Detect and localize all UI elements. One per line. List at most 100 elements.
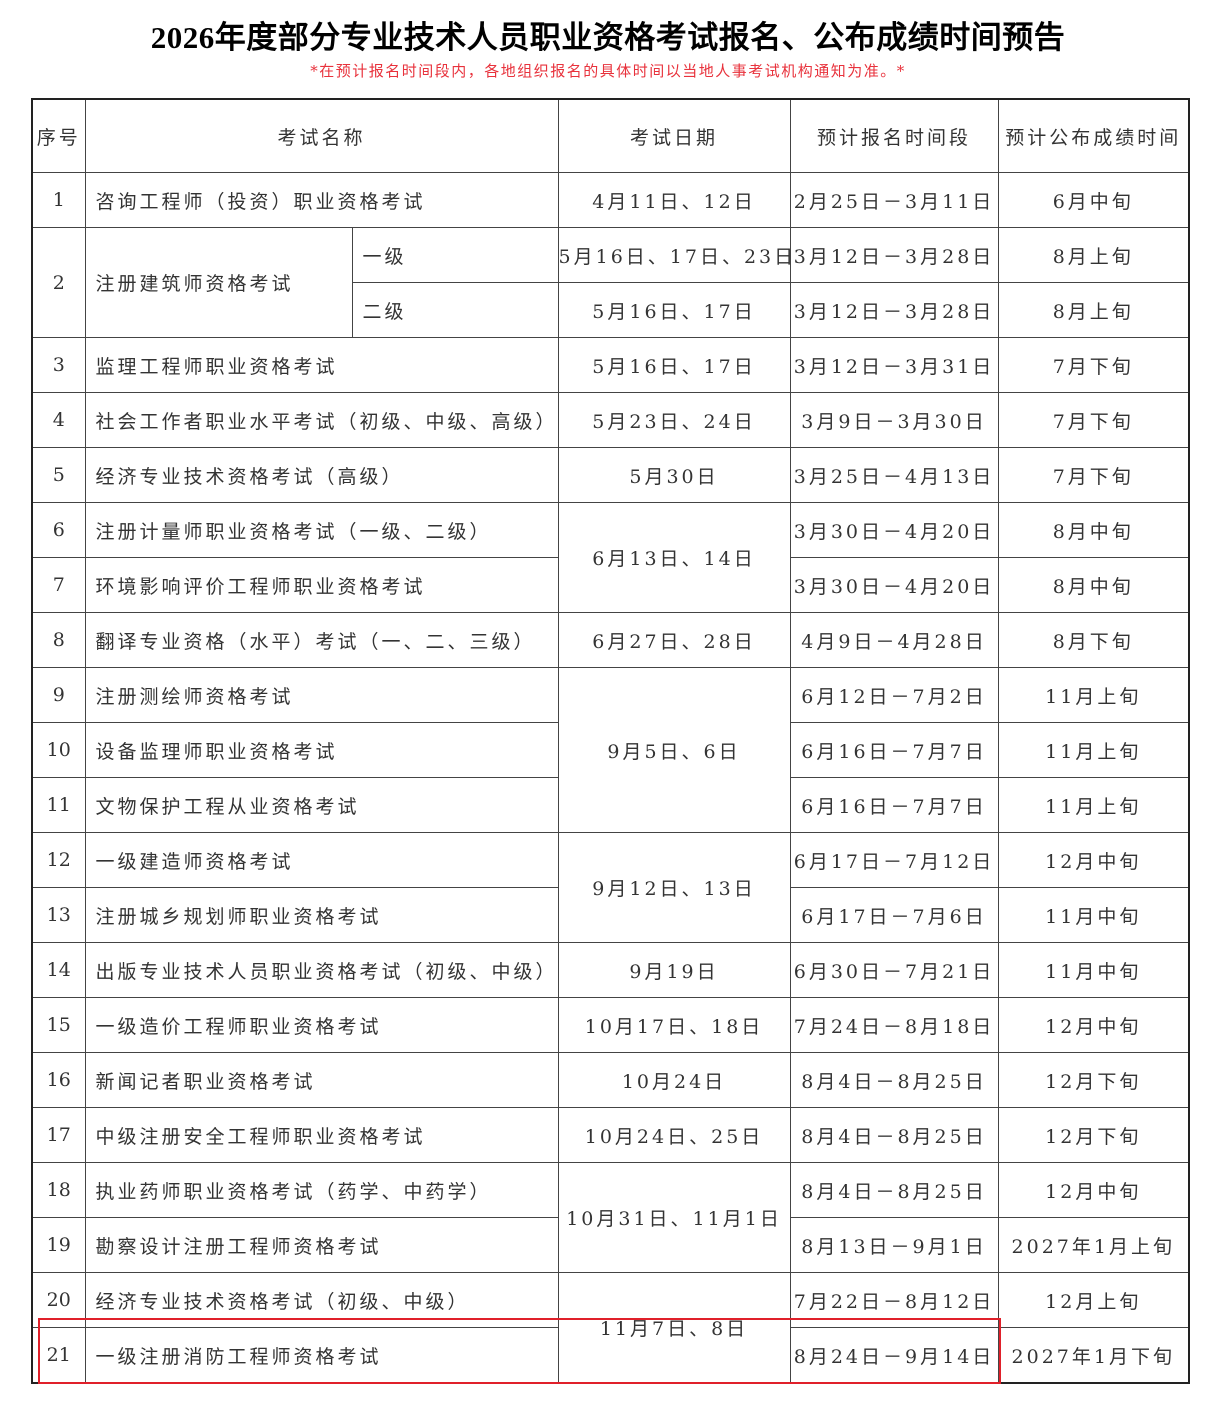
cell-seq: 21 (31, 1327, 86, 1384)
cell-level: 二级 (351, 282, 559, 338)
table-row: 12 一级建造师资格考试 9月12日、13日 6月17日－7月12日 12月中旬 (31, 832, 1190, 943)
cell-result-time: 11月上旬 (997, 777, 1190, 833)
cell-exam-date: 10月17日、18日 (557, 997, 791, 1053)
table-row: 18 执业药师职业资格考试（药学、中药学） 10月31日、11月1日 8月4日－8月2… (31, 1162, 1190, 1273)
cell-exam-name: 经济专业技术资格考试（初级、中级） (84, 1272, 559, 1328)
cell-seq: 19 (31, 1217, 86, 1273)
cell-registration-period: 3月30日－4月20日 (789, 502, 999, 558)
cell-seq: 9 (31, 667, 86, 723)
cell-registration-period: 6月16日－7月7日 (789, 777, 999, 833)
cell-exam-date: 5月23日、24日 (557, 392, 791, 448)
cell-exam-date: 10月24日、25日 (557, 1107, 791, 1163)
cell-registration-period: 3月12日－3月28日 (789, 282, 999, 338)
header-result-time: 预计公布成绩时间 (997, 98, 1190, 173)
table-row: 1 咨询工程师（投资）职业资格考试 4月11日、12日 2月25日－3月11日 6月中旬 (31, 172, 1190, 228)
table-row: 二级 5月16日、17日 3月12日－3月28日 8月上旬 (32, 282, 1190, 338)
table-row: 14 出版专业技术人员职业资格考试（初级、中级） 9月19日 6月30日－7月21日 1… (31, 942, 1190, 998)
cell-exam-name: 一级建造师资格考试 (84, 832, 559, 888)
cell-registration-period: 6月30日－7月21日 (789, 942, 999, 998)
cell-registration-period: 3月12日－3月28日 (789, 227, 999, 283)
table-row: 5 经济专业技术资格考试（高级） 5月30日 3月25日－4月13日 7月下旬 (31, 447, 1190, 503)
cell-seq: 12 (31, 832, 86, 888)
cell-exam-name: 注册城乡规划师职业资格考试 (84, 887, 559, 943)
cell-exam-date: 9月12日、13日 (557, 832, 791, 943)
table-row: 21 一级注册消防工程师资格考试 8月24日－9月14日 2027年1月下旬 (31, 1327, 1190, 1384)
header-exam-name: 考试名称 (84, 98, 559, 173)
cell-exam-date: 4月11日、12日 (557, 172, 791, 228)
cell-registration-period: 7月24日－8月18日 (789, 997, 999, 1053)
cell-registration-period: 3月9日－3月30日 (789, 392, 999, 448)
cell-exam-date: 6月27日、28日 (557, 612, 791, 668)
cell-registration-period: 8月13日－9月1日 (789, 1217, 999, 1273)
cell-result-time: 2027年1月上旬 (997, 1217, 1190, 1273)
cell-seq: 6 (31, 502, 86, 558)
cell-result-time: 11月中旬 (997, 942, 1190, 998)
cell-registration-period: 2月25日－3月11日 (789, 172, 999, 228)
cell-seq: 14 (31, 942, 86, 998)
cell-exam-name: 监理工程师职业资格考试 (84, 337, 559, 393)
cell-registration-period: 6月17日－7月6日 (789, 887, 999, 943)
cell-result-time: 11月中旬 (997, 887, 1190, 943)
cell-registration-period: 6月17日－7月12日 (789, 832, 999, 888)
cell-result-time: 7月下旬 (997, 392, 1190, 448)
cell-seq: 20 (31, 1272, 86, 1328)
cell-exam-date: 10月24日 (557, 1052, 791, 1108)
cell-seq: 4 (31, 392, 86, 448)
cell-seq: 8 (31, 612, 86, 668)
cell-seq: 3 (31, 337, 86, 393)
header-exam-date: 考试日期 (557, 98, 791, 173)
cell-result-time: 12月下旬 (997, 1107, 1190, 1163)
table-row: 4 社会工作者职业水平考试（初级、中级、高级） 5月23日、24日 3月9日－3月30… (31, 392, 1190, 448)
cell-seq: 17 (31, 1107, 86, 1163)
table-row: 2 注册建筑师资格考试 一级 5月16日、17日、23日 3月12日－3月28日 8月上旬 (31, 227, 1190, 338)
cell-result-time: 7月下旬 (997, 447, 1190, 503)
cell-exam-date: 10月31日、11月1日 (557, 1162, 791, 1273)
cell-exam-name: 注册测绘师资格考试 (84, 667, 559, 723)
cell-registration-period: 4月9日－4月28日 (789, 612, 999, 668)
cell-result-time: 8月中旬 (997, 502, 1190, 558)
table-row: 13 注册城乡规划师职业资格考试 6月17日－7月6日 11月中旬 (31, 887, 1190, 943)
cell-seq: 5 (31, 447, 86, 503)
cell-exam-name: 设备监理师职业资格考试 (84, 722, 559, 778)
cell-seq: 2 (31, 227, 86, 338)
table-row: 7 环境影响评价工程师职业资格考试 3月30日－4月20日 8月中旬 (31, 557, 1190, 613)
cell-seq: 1 (31, 172, 86, 228)
table-row: 19 勘察设计注册工程师资格考试 8月13日－9月1日 2027年1月上旬 (31, 1217, 1190, 1273)
cell-exam-name: 执业药师职业资格考试（药学、中药学） (84, 1162, 559, 1218)
cell-exam-date: 9月19日 (557, 942, 791, 998)
cell-exam-date: 5月16日、17日、23日 (557, 227, 793, 283)
cell-exam-name: 一级造价工程师职业资格考试 (84, 997, 559, 1053)
cell-seq: 11 (31, 777, 86, 833)
cell-exam-date: 6月13日、14日 (557, 502, 791, 613)
cell-exam-name: 新闻记者职业资格考试 (84, 1052, 559, 1108)
cell-exam-date: 5月16日、17日 (557, 337, 791, 393)
cell-exam-name: 出版专业技术人员职业资格考试（初级、中级） (84, 942, 559, 998)
cell-result-time: 12月中旬 (997, 997, 1190, 1053)
table-row: 6 注册计量师职业资格考试（一级、二级） 6月13日、14日 3月30日－4月20日 8… (31, 502, 1190, 613)
table-row: 9 注册测绘师资格考试 9月5日、6日 6月12日－7月2日 11月上旬 (31, 667, 1190, 833)
cell-exam-name: 咨询工程师（投资）职业资格考试 (84, 172, 559, 228)
cell-result-time: 12月上旬 (997, 1272, 1190, 1328)
cell-registration-period: 8月4日－8月25日 (789, 1162, 999, 1218)
cell-exam-name: 社会工作者职业水平考试（初级、中级、高级） (84, 392, 559, 448)
cell-result-time: 2027年1月下旬 (997, 1327, 1190, 1384)
table-row: 17 中级注册安全工程师职业资格考试 10月24日、25日 8月4日－8月25日 12月… (31, 1107, 1190, 1163)
cell-level: 一级 (351, 227, 559, 283)
cell-seq: 18 (31, 1162, 86, 1218)
table-row: 16 新闻记者职业资格考试 10月24日 8月4日－8月25日 12月下旬 (31, 1052, 1190, 1108)
cell-exam-date: 11月7日、8日 (557, 1272, 791, 1384)
table-row: 15 一级造价工程师职业资格考试 10月17日、18日 7月24日－8月18日 12月中… (31, 997, 1190, 1053)
cell-registration-period: 3月25日－4月13日 (789, 447, 999, 503)
cell-result-time: 11月上旬 (997, 667, 1190, 723)
cell-exam-name: 经济专业技术资格考试（高级） (84, 447, 559, 503)
cell-exam-name: 注册建筑师资格考试 (84, 227, 353, 338)
cell-registration-period: 6月16日－7月7日 (789, 722, 999, 778)
cell-result-time: 11月上旬 (997, 722, 1190, 778)
cell-registration-period: 7月22日－8月12日 (789, 1272, 999, 1328)
cell-seq: 16 (31, 1052, 86, 1108)
cell-result-time: 12月中旬 (997, 832, 1190, 888)
cell-exam-name: 一级注册消防工程师资格考试 (84, 1327, 559, 1384)
table-row: 3 监理工程师职业资格考试 5月16日、17日 3月12日－3月31日 7月下旬 (31, 337, 1190, 393)
cell-result-time: 8月下旬 (997, 612, 1190, 668)
cell-result-time: 8月中旬 (997, 557, 1190, 613)
